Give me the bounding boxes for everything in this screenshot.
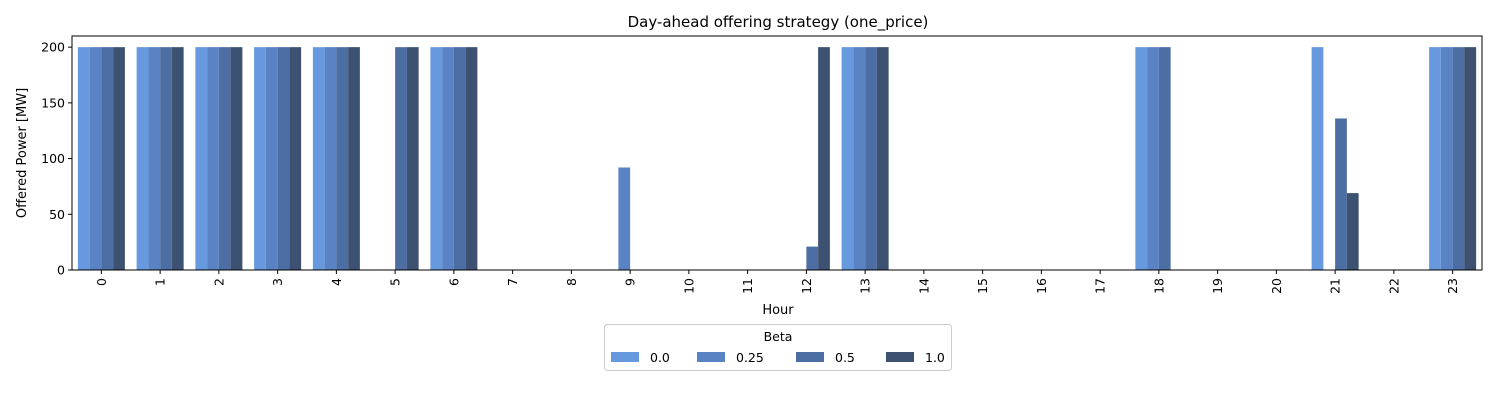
legend-swatch: [611, 352, 639, 362]
x-tick-label: 0: [94, 278, 109, 286]
bar-beta-1.0-hour-23: [1464, 47, 1477, 270]
bar-beta-0.25-hour-4: [324, 47, 337, 270]
x-tick-label: 23: [1445, 278, 1460, 294]
bar-beta-0.5-hour-18: [1158, 47, 1171, 270]
x-tick-label: 4: [329, 278, 344, 286]
legend-label: 1.0: [925, 350, 945, 365]
legend-swatch: [886, 352, 914, 362]
x-tick-label: 2: [211, 278, 226, 286]
chart-title: Day-ahead offering strategy (one_price): [628, 13, 929, 32]
x-axis-label: Hour: [762, 303, 794, 318]
bar-beta-1.0-hour-2: [230, 47, 243, 270]
bar-beta-0.5-hour-6: [453, 47, 466, 270]
x-tick-label: 17: [1093, 278, 1108, 294]
bar-beta-0.5-hour-5: [395, 47, 407, 270]
x-tick-label: 9: [623, 278, 638, 286]
legend-box: [604, 324, 952, 371]
y-tick-label: 150: [41, 95, 65, 110]
bar-beta-0.25-hour-0: [89, 47, 102, 270]
x-tick-label: 14: [916, 278, 931, 294]
bar-beta-0.5-hour-12: [806, 246, 819, 270]
bar-beta-0.0-hour-2: [195, 47, 208, 270]
bar-beta-0.25-hour-9: [618, 167, 631, 270]
bar-beta-1.0-hour-6: [465, 47, 478, 270]
x-tick-label: 1: [153, 278, 168, 286]
x-tick-label: 16: [1034, 278, 1049, 294]
legend-label: 0.0: [650, 350, 670, 365]
bars-layer: [77, 47, 1477, 271]
y-axis-label: Offered Power [MW]: [15, 88, 30, 218]
x-tick-label: 22: [1386, 278, 1401, 294]
x-tick-label: 20: [1269, 278, 1284, 294]
bar-beta-1.0-hour-5: [406, 47, 419, 270]
bar-beta-0.0-hour-18: [1135, 47, 1148, 270]
bar-beta-0.5-hour-0: [101, 47, 114, 270]
bar-beta-0.5-hour-1: [160, 47, 172, 270]
bar-beta-0.5-hour-21: [1335, 118, 1347, 271]
bar-beta-0.0-hour-21: [1311, 47, 1324, 270]
x-tick-label: 15: [975, 278, 990, 294]
legend-swatch: [796, 352, 824, 362]
x-axis: 0 1 2 3 4 5 6 7 8 9 10 11 12 13 14 15 16 17 18 19 20 21 22 23: [94, 270, 1460, 294]
x-tick-label: 18: [1151, 278, 1166, 294]
x-tick-label: 5: [388, 278, 403, 286]
bar-beta-1.0-hour-21: [1346, 193, 1359, 270]
x-tick-label: 19: [1210, 278, 1225, 294]
x-tick-label: 21: [1328, 278, 1343, 294]
bar-beta-1.0-hour-13: [876, 47, 889, 270]
bar-beta-0.0-hour-4: [312, 47, 325, 270]
bar-beta-0.5-hour-4: [336, 47, 349, 270]
x-tick-label: 6: [446, 278, 461, 286]
bar-beta-1.0-hour-3: [289, 47, 302, 270]
x-tick-label: 7: [505, 278, 520, 286]
x-tick-label: 11: [740, 278, 755, 294]
plot-frame: [71, 35, 1483, 271]
y-tick-label: 0: [57, 263, 65, 278]
legend: Beta 0.0 0.25 0.5 1.0: [604, 324, 952, 371]
bar-beta-0.0-hour-1: [136, 47, 149, 270]
bar-beta-0.0-hour-6: [430, 47, 443, 270]
y-axis: 0 50 100 150 200: [41, 40, 72, 278]
x-tick-label: 3: [270, 278, 285, 286]
bar-beta-0.5-hour-3: [277, 47, 290, 270]
bar-beta-0.25-hour-6: [442, 47, 454, 270]
bar-beta-1.0-hour-12: [818, 47, 830, 270]
bar-beta-0.25-hour-2: [207, 47, 219, 270]
bar-beta-1.0-hour-4: [348, 47, 360, 270]
y-tick-label: 50: [49, 207, 65, 222]
legend-label: 0.25: [736, 350, 764, 365]
y-tick-label: 200: [41, 40, 65, 55]
bar-beta-0.25-hour-18: [1147, 47, 1159, 270]
bar-beta-0.25-hour-1: [148, 47, 161, 270]
bar-beta-1.0-hour-1: [171, 47, 184, 270]
y-tick-label: 100: [41, 151, 65, 166]
bar-beta-0.0-hour-13: [841, 47, 854, 270]
x-tick-label: 13: [858, 278, 873, 294]
bar-beta-1.0-hour-0: [113, 47, 125, 270]
bar-beta-0.5-hour-13: [865, 47, 877, 270]
bar-beta-0.25-hour-3: [265, 47, 278, 270]
bar-beta-0.25-hour-13: [853, 47, 866, 270]
legend-label: 0.5: [835, 350, 855, 365]
bar-beta-0.5-hour-23: [1452, 47, 1465, 270]
bar-beta-0.5-hour-2: [218, 47, 231, 270]
x-tick-label: 8: [564, 278, 579, 286]
bar-beta-0.0-hour-23: [1429, 47, 1441, 270]
bar-beta-0.0-hour-0: [77, 47, 90, 270]
bar-beta-0.0-hour-3: [254, 47, 266, 270]
bar-beta-0.25-hour-23: [1440, 47, 1453, 270]
x-tick-label: 12: [799, 278, 814, 294]
x-tick-label: 10: [681, 278, 696, 294]
legend-title: Beta: [764, 329, 793, 344]
legend-swatch: [697, 352, 725, 362]
